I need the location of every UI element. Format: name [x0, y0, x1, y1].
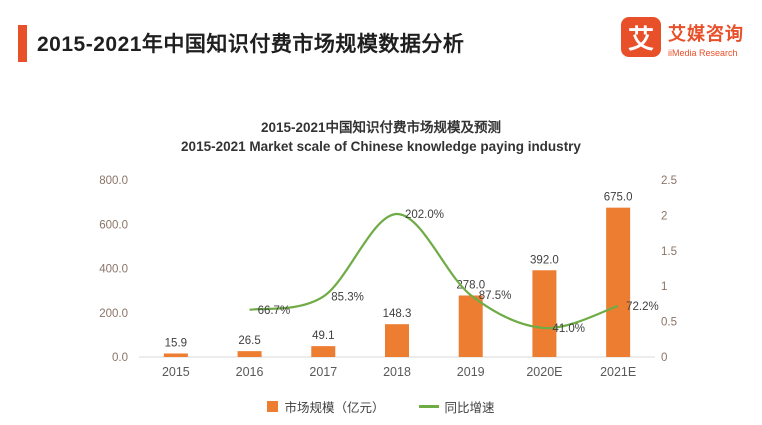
bar-value-label: 15.9	[165, 337, 187, 349]
x-axis-label: 2019	[457, 365, 485, 379]
left-axis-tick: 600.0	[99, 219, 128, 231]
line-value-label: 87.5%	[479, 290, 512, 302]
x-axis-label: 2021E	[600, 365, 636, 379]
left-axis-tick: 400.0	[99, 264, 128, 276]
x-axis-label: 2016	[236, 365, 264, 379]
legend-label: 市场规模（亿元）	[284, 401, 385, 415]
bar	[237, 351, 262, 357]
bar	[385, 324, 409, 357]
line-value-label: 41.0%	[552, 323, 585, 335]
bar-value-label: 148.3	[383, 308, 412, 320]
bar	[532, 270, 557, 357]
bar-value-label: 49.1	[312, 330, 334, 342]
left-axis-tick: 0.0	[112, 352, 128, 364]
chart-canvas: 0.0 200.0 400.0 600.0 800.0 0 0.5 1 1.5 2 2.5 15.9 2…	[99, 175, 677, 379]
x-axis-label: 2017	[309, 365, 337, 379]
page-title: 2015-2021年中国知识付费市场规模数据分析	[37, 33, 465, 56]
line-swatch-icon	[418, 405, 439, 408]
growth-line	[249, 212, 619, 330]
bar-value-label: 26.5	[238, 335, 260, 347]
line-value-label: 72.2%	[626, 301, 659, 313]
iimedia-logo-icon: 艾	[621, 17, 661, 57]
bar	[606, 207, 631, 357]
bar	[163, 353, 188, 357]
iimedia-logo: 艾 艾媒咨询 iiMedia Research	[621, 17, 744, 58]
right-axis-tick: 1	[661, 281, 667, 293]
x-axis-label: 2020E	[526, 365, 562, 379]
right-axis-tick: 2.5	[661, 175, 677, 187]
brand-name-en: iiMedia Research	[668, 48, 738, 58]
bar-value-label: 392.0	[530, 254, 559, 266]
line-value-label: 202.0%	[405, 209, 444, 221]
right-axis-tick: 1.5	[661, 246, 677, 258]
x-axis-label: 2018	[383, 365, 411, 379]
left-axis-tick: 200.0	[99, 308, 128, 320]
bar	[311, 346, 336, 357]
chart-title-en: 2015-2021 Market scale of Chinese knowle…	[181, 139, 581, 154]
left-axis-tick: 800.0	[99, 175, 128, 187]
logo-text: 艾媒咨询 iiMedia Research	[668, 17, 744, 58]
legend-item-market-scale: 市场规模（亿元）	[267, 397, 385, 416]
logo-glyph: 艾	[627, 23, 654, 54]
bar-swatch-icon	[267, 401, 279, 412]
legend-label: 同比增速	[444, 401, 495, 415]
right-axis-tick: 2	[661, 210, 667, 222]
bar-value-label: 675.0	[604, 192, 633, 204]
bar	[458, 295, 483, 357]
x-axis-label: 2015	[162, 365, 190, 379]
legend-item-growth-rate: 同比增速	[418, 397, 495, 416]
line-value-label: 85.3%	[331, 292, 364, 304]
right-axis-tick: 0.5	[661, 317, 677, 329]
line-value-label: 66.7%	[258, 305, 291, 317]
right-axis-tick: 0	[661, 352, 667, 364]
chart-legend: 市场规模（亿元） 同比增速	[0, 397, 762, 416]
brand-name-cn: 艾媒咨询	[668, 24, 744, 44]
chart-title-block: 2015-2021中国知识付费市场规模及预测 2015-2021 Market …	[0, 118, 762, 156]
header: 2015-2021年中国知识付费市场规模数据分析 艾 艾媒咨询 iiMedia …	[0, 0, 762, 90]
chart-title-cn: 2015-2021中国知识付费市场规模及预测	[260, 120, 502, 135]
accent-bar	[18, 25, 27, 62]
